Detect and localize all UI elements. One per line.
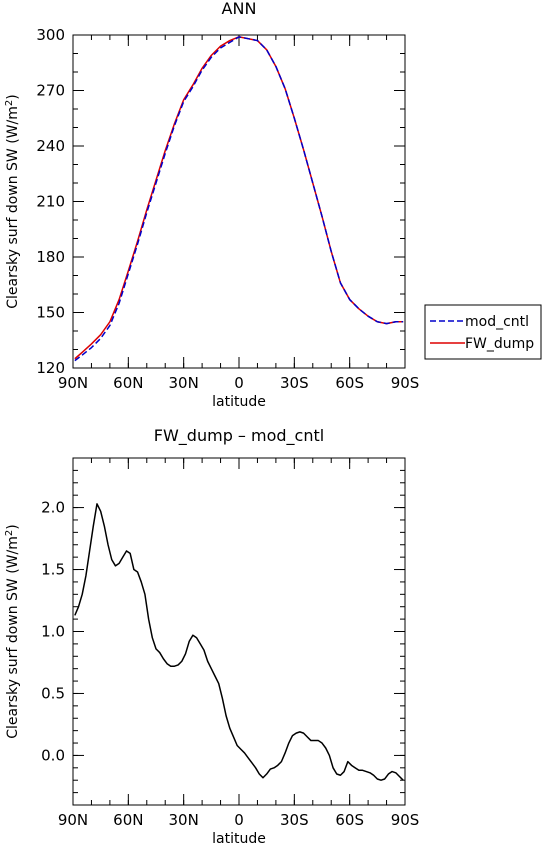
x-tick-label: 0 [234, 811, 244, 829]
chart-title: ANN [222, 0, 257, 18]
series-line-FW_dump [74, 36, 404, 360]
series-line-series-0 [74, 503, 404, 781]
legend: mod_cntl FW_dump [424, 304, 542, 360]
y-axis-label: Clearsky surf down SW (W/m2) [4, 524, 21, 738]
x-tick-label: 90N [58, 374, 88, 392]
x-tick-label: 60N [113, 374, 143, 392]
x-tick-label: 90S [391, 811, 420, 829]
x-axis-label: latitude [212, 394, 266, 410]
y-tick-label: 0.5 [41, 684, 65, 702]
y-tick-label: 0.0 [41, 746, 65, 764]
x-tick-label: 60N [113, 811, 143, 829]
x-tick-label: 90S [391, 374, 420, 392]
plot-frame [72, 457, 406, 806]
y-tick-label: 150 [36, 304, 65, 322]
y-tick-label: 180 [36, 248, 65, 266]
series-line-mod_cntl [74, 36, 404, 362]
y-tick-label: 1.5 [41, 561, 65, 579]
plot-frame [72, 34, 406, 369]
x-tick-label: 30N [169, 811, 199, 829]
x-tick-label: 0 [234, 374, 244, 392]
x-tick-label: 90N [58, 811, 88, 829]
y-tick-label: 120 [36, 359, 65, 377]
y-tick-label: 1.0 [41, 623, 65, 641]
x-axis-label: latitude [212, 831, 266, 847]
legend-box [424, 304, 542, 360]
legend-label-mod_cntl: mod_cntl [465, 314, 529, 330]
y-axis-label: Clearsky surf down SW (W/m2) [4, 94, 21, 308]
x-tick-label: 60S [335, 811, 364, 829]
chart-panel-2: FW_dump – mod_cntl 90N 60N 30N 0 30S 60S 90S 0.0… [4, 426, 419, 847]
x-tick-label: 30S [280, 374, 309, 392]
y-tick-label: 300 [36, 26, 65, 44]
y-tick-label: 210 [36, 193, 65, 211]
y-tick-label: 2.0 [41, 499, 65, 517]
chart-title: FW_dump – mod_cntl [154, 426, 324, 446]
x-tick-label: 30S [280, 811, 309, 829]
chart-panel-1: ANN 90N 60N 30N 0 30S 60S 90S 120 150 180 210 240 270… [4, 0, 542, 410]
legend-label-FW_dump: FW_dump [465, 336, 534, 352]
x-tick-label: 30N [169, 374, 199, 392]
y-tick-label: 240 [36, 137, 65, 155]
x-tick-label: 60S [335, 374, 364, 392]
y-tick-label: 270 [36, 82, 65, 100]
